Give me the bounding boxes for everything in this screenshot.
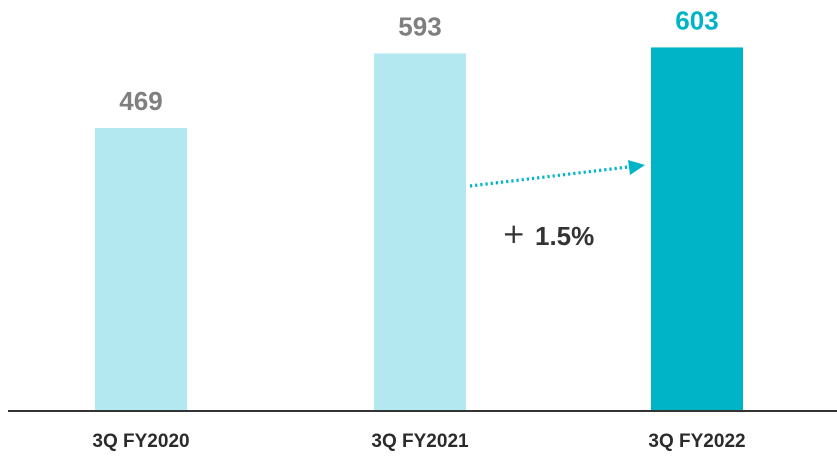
bars-group <box>95 47 743 411</box>
growth-arrow-line <box>469 165 629 188</box>
growth-annotation: + 1.5% <box>469 160 645 251</box>
bar-value-label-2: 593 <box>398 11 441 41</box>
x-tick-labels-group: 3Q FY2020 3Q FY2021 3Q FY2022 <box>92 431 745 452</box>
growth-plus-sign: + <box>502 217 525 250</box>
growth-percentage-label: 1.5% <box>535 221 594 251</box>
x-tick-label-3: 3Q FY2022 <box>648 431 745 452</box>
growth-arrow-head <box>628 160 645 175</box>
bar-3 <box>651 47 743 411</box>
bar-2 <box>374 53 466 410</box>
bar-1 <box>95 128 187 410</box>
x-tick-label-1: 3Q FY2020 <box>92 431 189 452</box>
bar-value-label-1: 469 <box>119 86 162 116</box>
value-labels-group: 469 593 603 <box>119 5 718 116</box>
bar-value-label-3: 603 <box>675 5 718 35</box>
x-tick-label-2: 3Q FY2021 <box>371 431 469 452</box>
